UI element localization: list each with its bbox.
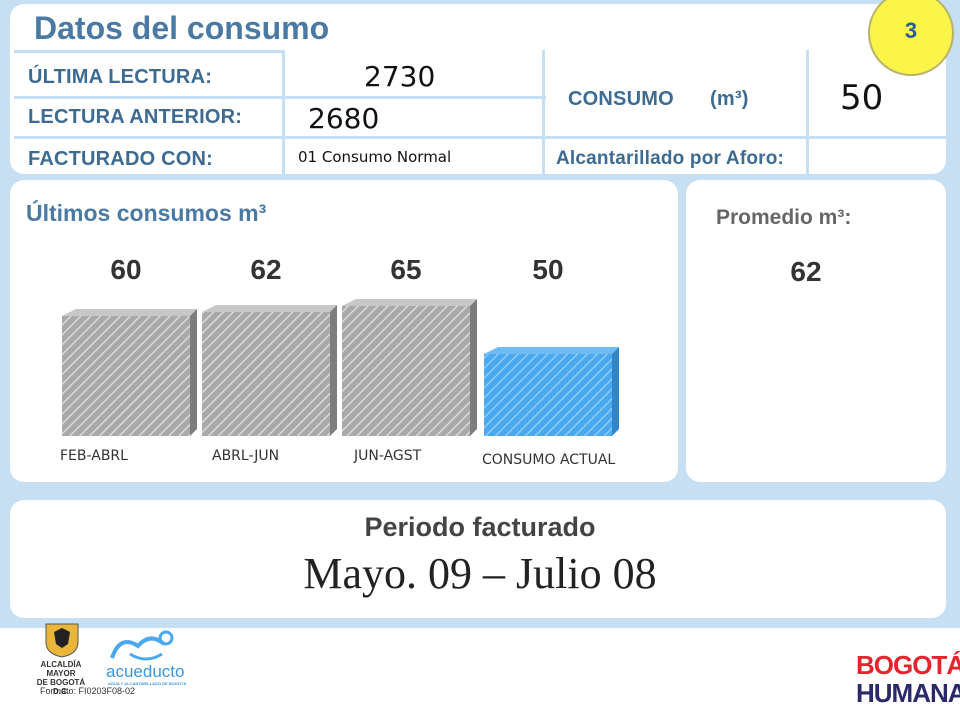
chart-bar-3 [342, 299, 477, 436]
bar-category-label: ABRL-JUN [212, 448, 280, 464]
bar-category-label: CONSUMO ACTUAL [482, 452, 616, 468]
divider [14, 96, 546, 99]
bar-category-label: FEB-ABRL [60, 448, 128, 464]
chart-bar-1 [62, 309, 197, 436]
lectura-anterior-label: LECTURA ANTERIOR: [28, 106, 243, 128]
history-title: Últimos consumos m³ [26, 200, 267, 226]
bar-value-label: 60 [110, 254, 142, 285]
acueducto-logo [110, 630, 174, 661]
bar-value-label: 50 [532, 254, 564, 285]
consumo-label: CONSUMO [568, 88, 674, 110]
consumo-panel [10, 4, 946, 174]
page-number-badge: 3 [868, 0, 954, 76]
facturado-con-label: FACTURADO CON: [28, 148, 214, 170]
promedio-value: 62 [790, 256, 822, 287]
divider [14, 50, 284, 53]
acueducto-text: acueducto [106, 662, 185, 681]
divider [542, 50, 545, 174]
alcantarillado-label: Alcantarillado por Aforo: [556, 148, 785, 169]
divider [806, 50, 809, 174]
chart-bar-4 [484, 347, 619, 436]
ultima-lectura-label: ÚLTIMA LECTURA: [28, 66, 213, 88]
consumo-unit: (m³) [710, 88, 749, 110]
facturado-con-value: 01 Consumo Normal [298, 148, 452, 166]
promedio-title: Promedio m³: [716, 206, 852, 229]
badge-number: 3 [904, 18, 918, 43]
periodo-value: Mayo. 09 – Julio 08 [303, 549, 657, 598]
bar-value-label: 62 [250, 254, 282, 285]
divider [14, 136, 946, 139]
formato-text: Formato: FI0203F08-02 [40, 686, 136, 696]
periodo-title: Periodo facturado [364, 512, 596, 542]
bar-value-label: 65 [390, 254, 422, 285]
bar-category-label: JUN-AGST [354, 448, 422, 464]
ultima-lectura-value: 2730 [364, 60, 436, 93]
acueducto-subtext: AGUA Y ALCANTARILLADO DE BOGOTÁ [108, 681, 187, 686]
alcaldia-text: ALCALDÍA MAYOR DE BOGOTÁ D.C. [36, 660, 86, 696]
bogota-logo-top: BOGOTÁ [856, 650, 960, 680]
promedio-panel [686, 180, 946, 482]
consumo-title: Datos del consumo [34, 10, 330, 46]
lectura-anterior-value: 2680 [308, 102, 380, 135]
alcaldia-shield-logo [45, 623, 79, 658]
chart-bar-2 [202, 305, 337, 436]
divider [282, 50, 285, 174]
bogota-logo-bottom: HUMANA [856, 678, 960, 708]
periodo-panel [10, 500, 946, 618]
consumo-value: 50 [840, 78, 884, 118]
